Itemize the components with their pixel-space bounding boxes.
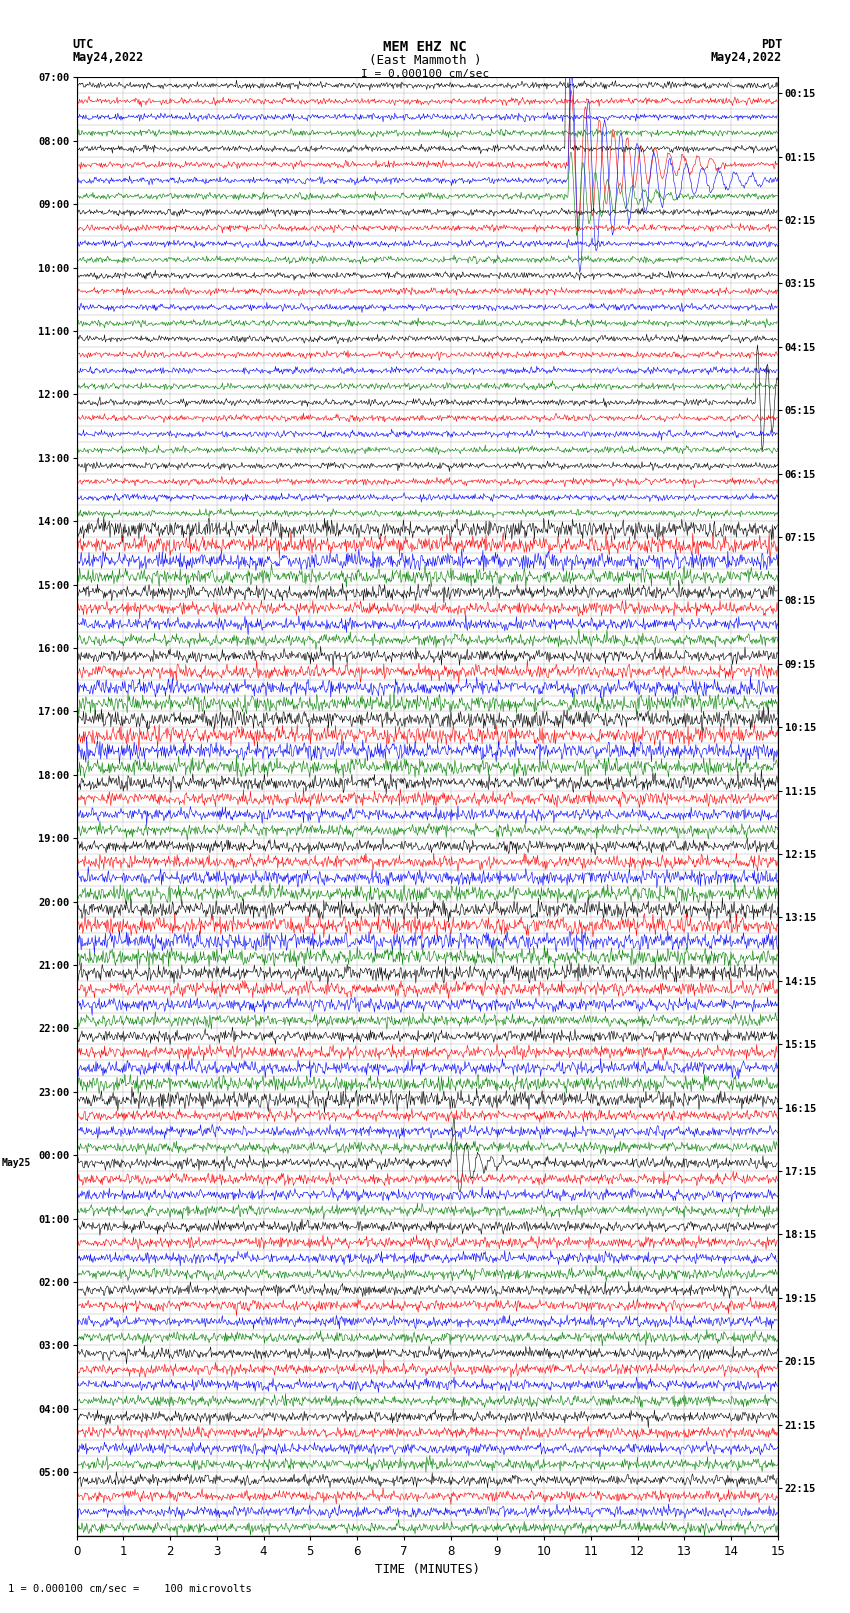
Text: UTC: UTC xyxy=(72,37,94,50)
Text: MEM EHZ NC: MEM EHZ NC xyxy=(383,40,467,53)
Text: May24,2022: May24,2022 xyxy=(72,50,144,65)
Text: May25: May25 xyxy=(2,1158,31,1168)
Text: I = 0.000100 cm/sec: I = 0.000100 cm/sec xyxy=(361,69,489,79)
Text: (East Mammoth ): (East Mammoth ) xyxy=(369,53,481,66)
X-axis label: TIME (MINUTES): TIME (MINUTES) xyxy=(375,1563,479,1576)
Text: PDT: PDT xyxy=(761,37,782,50)
Text: May24,2022: May24,2022 xyxy=(711,50,782,65)
Text: 1 = 0.000100 cm/sec =    100 microvolts: 1 = 0.000100 cm/sec = 100 microvolts xyxy=(8,1584,252,1594)
